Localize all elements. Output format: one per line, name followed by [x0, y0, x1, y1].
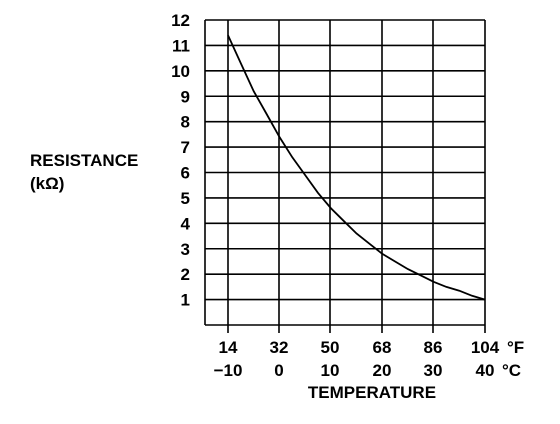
x-tick-label-c: −10: [214, 361, 243, 380]
x-tick-label-f: 32: [270, 338, 289, 357]
y-axis-label-line2: (kΩ): [30, 174, 64, 193]
y-tick-label: 9: [181, 87, 190, 106]
x-tick-label-c: 10: [321, 361, 340, 380]
x-tick-label-f: 14: [219, 338, 238, 357]
x-tick-label-c: 20: [373, 361, 392, 380]
x-tick-label-c: 30: [424, 361, 443, 380]
resistance-curve: [227, 34, 486, 301]
x-tick-label-f: 104: [471, 338, 500, 357]
x-axis-label: TEMPERATURE: [308, 383, 436, 402]
y-tick-label: 2: [181, 265, 190, 284]
y-tick-label: 7: [181, 138, 190, 157]
y-tick-label: 6: [181, 164, 190, 183]
x-tick-label-f: 68: [373, 338, 392, 357]
y-tick-label: 10: [171, 62, 190, 81]
y-tick-label: 1: [181, 291, 190, 310]
x-tick-label-c: 40: [476, 361, 495, 380]
y-tick-label: 12: [171, 11, 190, 30]
y-tick-label: 3: [181, 240, 190, 259]
x-tick-label-c: 0: [274, 361, 283, 380]
y-tick-label: 5: [181, 189, 190, 208]
x-tick-label-f: 50: [321, 338, 340, 357]
y-tick-label: 8: [181, 113, 190, 132]
curve-layer: [227, 34, 486, 301]
y-axis-label-line1: RESISTANCE: [30, 151, 138, 170]
x-tick-labels: 14 32 50 68 86 104 −10 0 10 20 30 40: [214, 338, 500, 380]
x-unit-fahrenheit: °F: [507, 338, 524, 357]
x-tick-label-f: 86: [424, 338, 443, 357]
y-tick-label: 4: [181, 214, 191, 233]
y-tick-label: 11: [172, 36, 190, 55]
x-unit-celsius: °C: [502, 361, 521, 380]
chart-grid: [204, 19, 486, 333]
